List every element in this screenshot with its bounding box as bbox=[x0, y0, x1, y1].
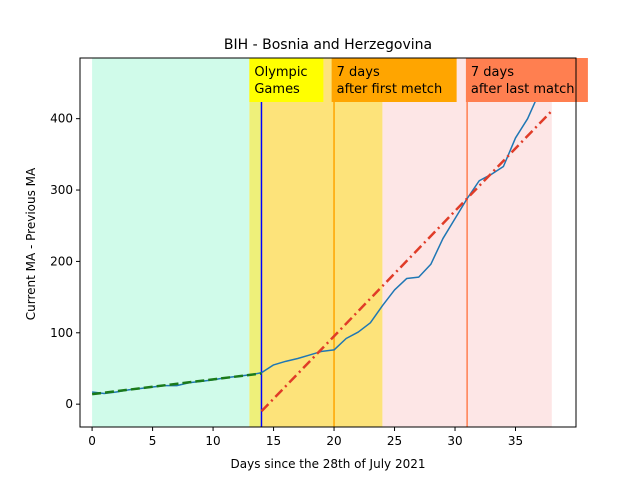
event-lines bbox=[260, 58, 468, 427]
y-axis-ticks: 0 100 200 300 400 bbox=[50, 112, 80, 411]
x-tick-label: 0 bbox=[88, 434, 96, 448]
y-axis-label: Current MA - Previous MA bbox=[24, 167, 38, 320]
annotation-text-3-2: after last match bbox=[471, 82, 575, 97]
annotation-text-2-2: after first metch bbox=[337, 82, 443, 97]
annotation-box-1 bbox=[249, 58, 324, 102]
x-tick-label: 15 bbox=[266, 434, 281, 448]
series-line-dashdot bbox=[260, 109, 553, 413]
x-tick-label: 20 bbox=[326, 434, 341, 448]
background-bands bbox=[92, 58, 552, 427]
x-axis-ticks: 0 5 10 15 20 25 30 35 bbox=[88, 427, 523, 448]
series-lines bbox=[91, 68, 553, 413]
annotation-text-3-1: 7 days bbox=[471, 65, 514, 80]
chart-title: BIH - Bosnia and Herzegovina bbox=[224, 37, 432, 53]
band-3 bbox=[261, 58, 383, 427]
x-tick-label: 10 bbox=[205, 434, 220, 448]
y-tick-label: 400 bbox=[50, 112, 73, 126]
band-1 bbox=[92, 58, 250, 427]
x-axis-label: Days since the 28th of July 2021 bbox=[231, 457, 426, 471]
annotation-box-3 bbox=[465, 58, 588, 102]
annotations: Olympic Games 7 days after first metch 7 day… bbox=[249, 58, 588, 102]
annotation-text-1-1: Olympic bbox=[254, 65, 307, 80]
annotation-box-2 bbox=[331, 58, 457, 102]
series-line-solid bbox=[92, 68, 553, 395]
x-tick-label: 5 bbox=[149, 434, 157, 448]
plot-frame bbox=[79, 57, 577, 428]
y-tick-label: 300 bbox=[50, 183, 73, 197]
series-line-dashed bbox=[91, 372, 262, 396]
y-tick-label: 100 bbox=[50, 326, 73, 340]
x-tick-label: 25 bbox=[387, 434, 402, 448]
annotation-text-2-1: 7 days bbox=[337, 65, 380, 80]
x-tick-label: 30 bbox=[447, 434, 462, 448]
band-2 bbox=[249, 58, 262, 427]
annotation-text-1-2: Games bbox=[254, 82, 300, 97]
y-tick-label: 0 bbox=[65, 397, 73, 411]
y-tick-label: 200 bbox=[50, 254, 73, 268]
x-tick-label: 35 bbox=[508, 434, 523, 448]
